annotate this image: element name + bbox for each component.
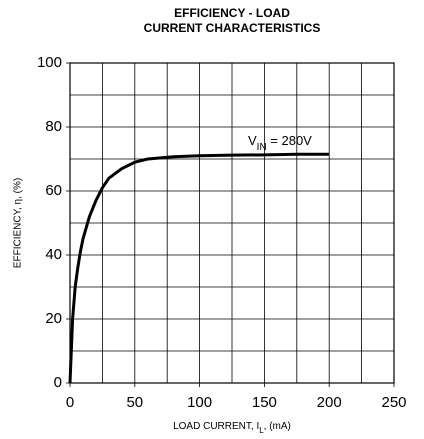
x-axis-label-rest: , (mA)	[264, 421, 291, 432]
annotation-sub: IN	[257, 142, 267, 153]
x-tick-label: 150	[252, 394, 277, 411]
x-tick-label: 250	[381, 394, 406, 411]
y-tick-label: 60	[45, 182, 62, 199]
line-series	[68, 152, 330, 384]
x-tick-label: 100	[187, 394, 212, 411]
chart-title: EFFICIENCY - LOAD	[174, 6, 290, 20]
y-tick-label: 20	[45, 310, 62, 327]
x-axis-label: LOAD CURRENT, IL, (mA)	[173, 421, 291, 435]
y-tick-label: 80	[45, 118, 62, 135]
y-tick-label: 100	[37, 54, 62, 71]
x-axis-label-sub: L	[259, 426, 264, 435]
y-tick-label: 0	[54, 374, 62, 391]
annotation-rest: = 280V	[267, 133, 313, 148]
annotation: VIN = 280V	[248, 133, 312, 153]
chart-title: CURRENT CHARACTERISTICS	[144, 21, 321, 35]
x-tick-label: 0	[66, 394, 74, 411]
x-axis-label-text: LOAD CURRENT, I	[173, 421, 259, 432]
x-tick-label: 50	[126, 394, 143, 411]
plot-frame	[69, 62, 395, 384]
y-axis-label: EFFICIENCY, η, (%)	[13, 178, 24, 268]
x-tick-label: 200	[317, 394, 342, 411]
annotation-text: V	[248, 133, 257, 148]
y-tick-label: 40	[45, 246, 62, 263]
